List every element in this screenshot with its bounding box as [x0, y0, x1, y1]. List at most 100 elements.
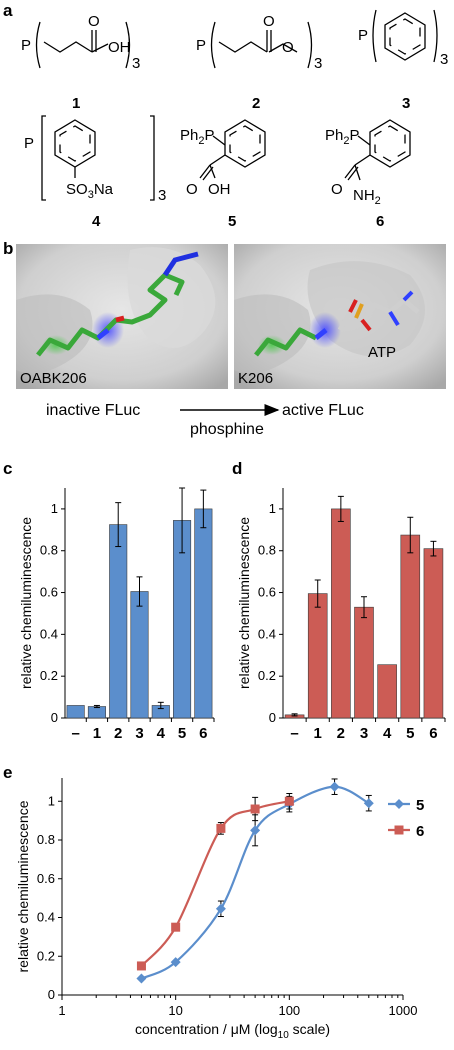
bar	[109, 524, 128, 719]
compound-4: P SO3Na 3 4	[24, 115, 166, 230]
ligand-left-blue-2	[162, 251, 199, 277]
compound-1-o: O	[88, 13, 100, 30]
compound-2-ester-o: O	[282, 39, 294, 56]
panel-a-label: a	[3, 1, 13, 20]
bar	[331, 508, 351, 719]
legend-label-5: 5	[416, 797, 424, 814]
y-tick-label: 0.8	[37, 832, 55, 847]
compound-1-number: 1	[72, 95, 80, 112]
compound-6-p: Ph2P	[325, 127, 360, 147]
data-point-6	[284, 796, 294, 806]
y-tick-label: 1	[269, 501, 276, 516]
compound-4-group: SO3Na	[66, 181, 114, 201]
compound-6-co-bond	[354, 154, 371, 166]
protein-shade-right-1	[234, 294, 311, 374]
compound-3-bracket-right	[433, 9, 438, 63]
ligand-left-blue-1	[96, 328, 110, 340]
compound-1-bracket-right	[125, 21, 131, 69]
data-point-6	[250, 804, 260, 814]
category-label: 2	[337, 725, 345, 742]
compound-5-co-bond	[209, 154, 226, 166]
x-tick-label: 100	[278, 1003, 300, 1018]
y-tick-label: 0.8	[258, 543, 276, 558]
atp-oxygens	[348, 299, 372, 332]
compound-4-sub: 3	[158, 187, 166, 204]
compound-2: P O O 3 2	[196, 13, 322, 112]
y-tick-label: 0.2	[40, 668, 58, 683]
y-tick-label: 0.6	[37, 871, 55, 886]
y-tick-label: 0.2	[258, 668, 276, 683]
series-6-line	[140, 800, 290, 967]
y-tick-label: 0.2	[37, 948, 55, 963]
ligand-left-red	[115, 315, 125, 323]
structure-label-left: OABK206	[20, 370, 87, 387]
atp-phosphate	[354, 303, 364, 319]
lysine-right-blue	[314, 328, 328, 340]
compound-5-co-bond-2	[199, 164, 211, 179]
y-axis-label: relative chemiluminescence	[15, 800, 31, 972]
y-tick-label: 0	[51, 710, 58, 725]
category-label: 1	[314, 725, 322, 742]
compound-5-o: O	[186, 181, 198, 198]
compound-3-p: P	[358, 27, 368, 44]
compound-6-ring-inner	[374, 125, 406, 162]
structure-image-right: K206 ATP	[234, 244, 446, 389]
compound-2-chain	[218, 41, 268, 53]
panel-a: a P O OH 3 1 P O O 3 2	[3, 1, 448, 230]
compound-1-sub: 3	[132, 55, 140, 72]
y-tick-label: 0.4	[40, 626, 58, 641]
category-label: 6	[429, 725, 437, 742]
panel-c-label: c	[3, 459, 12, 478]
compound-1-p: P	[21, 37, 31, 54]
y-tick-label: 0.6	[258, 585, 276, 600]
bar	[354, 606, 374, 719]
structure-image-left: OABK206	[16, 244, 228, 389]
data-point-6	[136, 961, 146, 971]
compound-3-ring	[384, 12, 426, 61]
inactive-fluc-text: inactive FLuc	[46, 402, 140, 419]
compound-5: Ph2P O OH 5	[180, 119, 266, 230]
category-label: 5	[178, 725, 186, 742]
compound-6-nh2: NH2	[353, 187, 381, 207]
category-label: 3	[360, 725, 368, 742]
compound-3-ring-inner	[389, 18, 421, 55]
structure-label-right: K206	[238, 370, 273, 387]
data-point-5	[329, 781, 340, 792]
panel-b-label: b	[3, 239, 13, 258]
bar	[423, 548, 444, 719]
compound-4-ring	[54, 119, 96, 168]
compound-1-oh: OH	[108, 39, 131, 56]
compound-1-oh-bond	[91, 43, 109, 53]
compound-1-chain	[43, 41, 93, 53]
compound-6-co-bond-2	[344, 164, 356, 179]
compound-5-oh: OH	[208, 181, 231, 198]
phosphine-text: phosphine	[190, 421, 264, 438]
bar	[307, 593, 328, 719]
data-point-6	[216, 823, 226, 833]
compound-4-ring-inner	[59, 125, 91, 162]
compound-3: P 3 3	[358, 9, 448, 112]
compound-2-bracket-left	[210, 21, 216, 69]
data-point-5	[215, 903, 226, 914]
compound-5-ring	[224, 119, 266, 168]
compound-2-sub: 3	[314, 55, 322, 72]
atp-molecule	[337, 290, 420, 332]
category-label: 4	[157, 725, 166, 742]
panel-e-label: e	[3, 763, 12, 782]
active-fluc-text: active FLuc	[282, 402, 364, 419]
atp-nitrogens	[388, 290, 414, 327]
compound-5-p-bond	[212, 135, 226, 146]
y-tick-label: 1	[51, 501, 58, 516]
panel-b: b OABK206	[3, 239, 446, 438]
legend-label-6: 6	[416, 823, 424, 840]
data-point-5	[170, 957, 181, 968]
compound-2-p: P	[196, 37, 206, 54]
compound-6-ring	[369, 119, 411, 168]
category-label: 3	[135, 725, 143, 742]
category-label: 6	[199, 725, 207, 742]
x-tick-label: 10	[168, 1003, 182, 1018]
atp-label: ATP	[368, 344, 396, 361]
compound-6-number: 6	[376, 213, 384, 230]
